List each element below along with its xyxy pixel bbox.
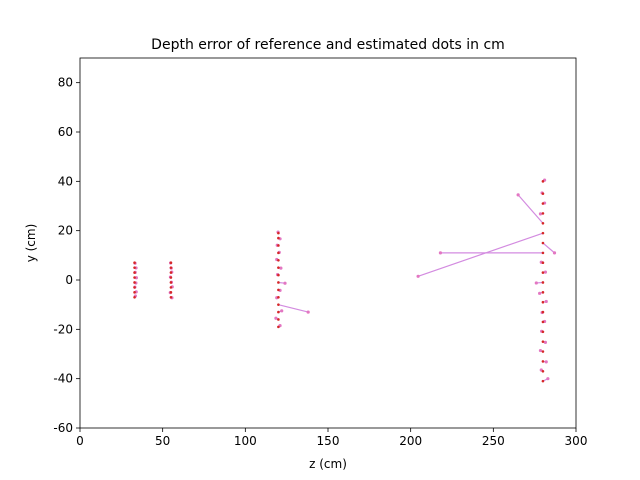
y-tick-label: 20 <box>58 224 73 238</box>
reference-dot <box>277 266 280 269</box>
estimated-dot <box>538 212 543 216</box>
reference-dot <box>169 281 173 284</box>
reference-dot <box>541 212 545 215</box>
reference-dot <box>277 273 280 277</box>
reference-dot <box>541 261 545 265</box>
reference-dot <box>541 281 545 284</box>
estimated-dot <box>543 270 548 274</box>
estimated-dot <box>306 310 310 314</box>
estimated-dot <box>534 281 538 285</box>
y-tick-label: -20 <box>53 322 73 336</box>
reference-dot <box>133 266 136 269</box>
reference-dot <box>133 286 136 289</box>
reference-dot <box>277 295 280 299</box>
x-axis-label: z (cm) <box>309 457 347 471</box>
reference-dot <box>541 231 545 235</box>
estimated-dot <box>538 348 543 353</box>
x-tick-label: 0 <box>76 434 84 448</box>
y-tick-label: 80 <box>58 76 73 90</box>
reference-dot <box>169 286 173 289</box>
x-tick-label: 150 <box>317 434 340 448</box>
reference-dot <box>169 271 173 274</box>
estimated-dot <box>279 266 283 270</box>
estimated-dot <box>280 309 284 313</box>
y-tick-label: 0 <box>65 273 73 287</box>
estimated-dot <box>516 193 520 197</box>
reference-dot <box>133 291 136 294</box>
reference-dot <box>169 276 173 279</box>
reference-dot <box>277 325 280 329</box>
reference-dot <box>541 379 545 383</box>
error-line <box>517 194 544 224</box>
estimated-dot <box>438 251 443 255</box>
reference-dot <box>133 271 136 274</box>
error-line <box>278 304 309 313</box>
reference-dot <box>133 295 136 299</box>
reference-dot <box>541 300 545 304</box>
reference-dot <box>277 236 280 240</box>
reference-dot <box>133 276 136 279</box>
x-tick-label: 200 <box>399 434 422 448</box>
reference-dot <box>541 340 545 343</box>
estimated-dot <box>544 360 548 364</box>
reference-dot <box>541 291 545 294</box>
reference-dot <box>541 180 545 183</box>
reference-dot <box>277 258 280 262</box>
y-axis-label: y (cm) <box>24 224 38 263</box>
estimated-dot <box>283 281 287 285</box>
y-tick-label: -40 <box>53 372 73 386</box>
reference-dot <box>277 288 280 292</box>
reference-dot <box>541 202 545 205</box>
estimated-dot <box>543 340 548 345</box>
reference-dot <box>169 295 173 299</box>
reference-dot <box>541 369 545 373</box>
plot-content <box>133 178 557 383</box>
reference-dot <box>277 303 280 306</box>
x-tick-label: 100 <box>234 434 257 448</box>
x-tick-label: 300 <box>565 434 588 448</box>
reference-dot <box>541 330 545 334</box>
reference-dot <box>133 281 136 284</box>
x-axis-ticks: 0 50 100 150 200 250 300 <box>76 428 587 448</box>
estimated-dot <box>416 274 420 278</box>
reference-dot <box>541 310 545 314</box>
x-tick-label: 250 <box>482 434 505 448</box>
y-tick-label: 40 <box>58 174 73 188</box>
reference-dot <box>541 320 545 324</box>
reference-dot <box>277 231 280 235</box>
estimated-dot <box>546 377 550 381</box>
reference-dot <box>541 360 545 363</box>
reference-dot <box>169 291 173 294</box>
estimated-dot <box>544 299 548 304</box>
reference-dot <box>541 251 545 255</box>
reference-dot <box>277 244 280 247</box>
estimated-dot <box>538 291 542 295</box>
chart-title: Depth error of reference and estimated d… <box>151 37 505 53</box>
reference-dot <box>541 271 545 274</box>
reference-dot <box>541 221 545 225</box>
reference-dot <box>277 318 280 321</box>
y-tick-label: 60 <box>58 125 73 139</box>
estimated-dot <box>552 251 557 255</box>
reference-dot <box>541 241 545 245</box>
reference-dot <box>277 281 280 284</box>
reference-dot <box>133 261 136 265</box>
estimated-dot <box>274 316 278 320</box>
reference-dot <box>169 261 173 265</box>
x-tick-label: 50 <box>155 434 170 448</box>
reference-dot <box>541 350 545 353</box>
y-tick-label: -60 <box>53 421 73 435</box>
reference-dot <box>277 251 280 255</box>
reference-dot <box>541 192 545 195</box>
error-line <box>417 232 544 277</box>
reference-dot <box>169 266 173 269</box>
reference-dot <box>277 310 280 314</box>
error-line <box>542 242 555 254</box>
y-axis-ticks: -60 -40 -20 0 20 40 60 80 <box>53 76 80 435</box>
